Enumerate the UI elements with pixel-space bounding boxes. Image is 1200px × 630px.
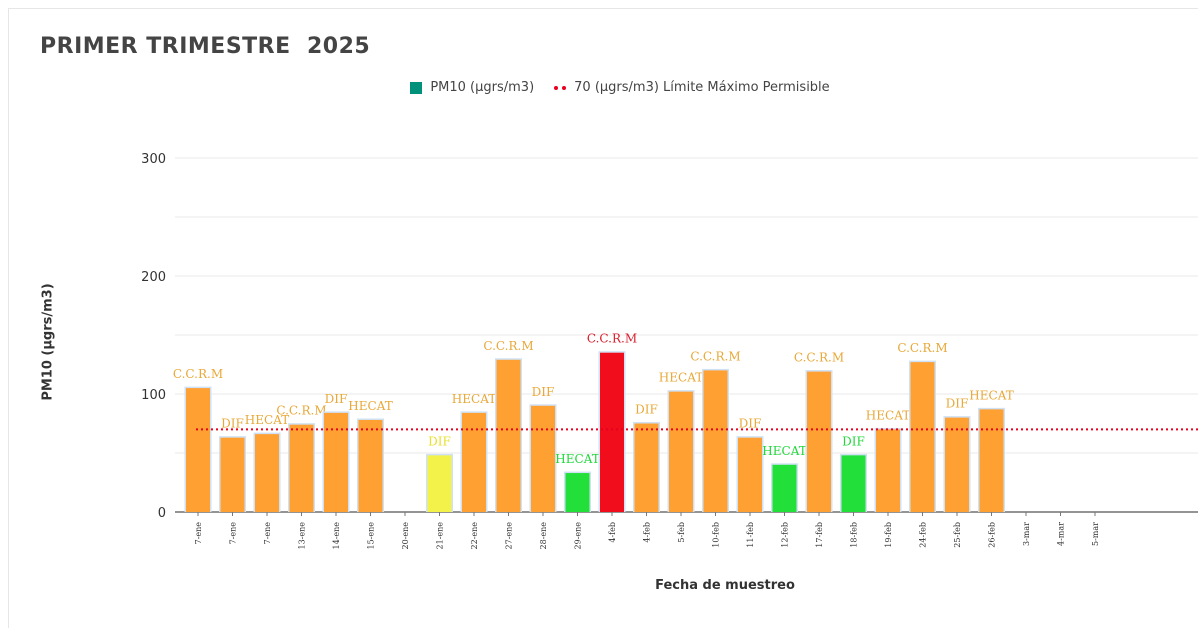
bar-station-label: DIF	[221, 417, 244, 431]
bar	[427, 455, 452, 512]
bar	[600, 352, 624, 512]
bar-station-label: HECAT	[452, 392, 496, 406]
x-axis-title: Fecha de muestreo	[655, 578, 795, 593]
bar	[738, 437, 762, 512]
bar	[186, 388, 210, 512]
y-tick-label: 300	[141, 152, 166, 167]
x-tick-label: 3-mar	[1022, 522, 1031, 546]
x-tick-label: 15-ene	[367, 522, 376, 550]
x-tick-label: 14-ene	[332, 522, 341, 550]
bar	[496, 359, 521, 512]
bar-station-label: HECAT	[245, 413, 289, 427]
x-tick-label: 4-feb	[643, 522, 652, 543]
bar-station-label: HECAT	[866, 408, 910, 422]
bar-station-label: HECAT	[969, 388, 1013, 402]
bar-station-label: HECAT	[659, 371, 703, 385]
bar-station-label: DIF	[946, 397, 969, 411]
x-tick-label: 7-ene	[229, 522, 238, 545]
bar	[220, 437, 245, 512]
legend-dots-limit	[554, 85, 567, 90]
bar-station-label: C.C.R.M	[587, 332, 637, 346]
x-tick-label: 29-ene	[574, 522, 583, 550]
x-tick-label: 18-feb	[850, 522, 859, 548]
x-tick-label: 13-ene	[298, 522, 307, 550]
bar	[358, 419, 383, 512]
x-tick-label: 4-mar	[1057, 522, 1066, 546]
bar-station-label: C.C.R.M	[794, 351, 844, 365]
legend-swatch-pm10	[410, 81, 423, 94]
chart-frame	[8, 8, 1198, 628]
x-tick-label: 21-ene	[436, 522, 445, 550]
legend-item-pm10[interactable]: PM10 (µgrs/m3)	[410, 80, 534, 95]
bar	[289, 424, 314, 512]
bar-station-label: C.C.R.M	[276, 404, 326, 418]
x-tick-label: 10-feb	[712, 522, 721, 548]
x-tick-label: 20-ene	[401, 522, 410, 550]
y-tick-label: 100	[141, 388, 166, 403]
bar	[841, 455, 866, 512]
bar-station-label: DIF	[325, 392, 348, 406]
x-tick-label: 5-feb	[677, 522, 686, 543]
bar-station-label: C.C.R.M	[690, 349, 740, 363]
x-tick-label: 4-feb	[608, 522, 617, 543]
x-tick-label: 26-feb	[988, 522, 997, 548]
bar	[772, 464, 797, 512]
bar-station-label: C.C.R.M	[173, 367, 223, 381]
x-tick-label: 25-feb	[953, 522, 962, 548]
legend-label-pm10: PM10 (µgrs/m3)	[430, 80, 535, 95]
bar	[703, 370, 728, 512]
bar-station-label: HECAT	[555, 452, 599, 466]
bar-station-label: C.C.R.M	[483, 339, 533, 353]
bar-station-label: DIF	[635, 403, 658, 417]
x-tick-label: 5-mar	[1091, 522, 1100, 546]
bar	[979, 409, 1004, 512]
bar	[531, 405, 555, 512]
x-tick-label: 28-ene	[539, 522, 548, 550]
x-tick-label: 27-ene	[505, 522, 514, 550]
x-tick-label: 7-ene	[263, 522, 272, 545]
bar	[462, 412, 486, 512]
bar	[255, 434, 279, 512]
bar	[565, 473, 590, 512]
legend-label-limit: 70 (µgrs/m3) Límite Máximo Permisible	[574, 80, 830, 95]
x-tick-label: 12-feb	[781, 522, 790, 548]
bar-station-label: C.C.R.M	[897, 341, 947, 355]
x-tick-label: 19-feb	[884, 522, 893, 548]
chart-legend: PM10 (µgrs/m3) 70 (µgrs/m3) Límite Máxim…	[0, 80, 1200, 95]
bar-station-label: DIF	[739, 417, 762, 431]
x-tick-label: 17-feb	[815, 522, 824, 548]
chart-title: PRIMER TRIMESTRE 2025	[40, 34, 371, 59]
bar	[807, 371, 831, 512]
bar-station-label: DIF	[842, 434, 865, 448]
legend-item-limit[interactable]: 70 (µgrs/m3) Límite Máximo Permisible	[554, 80, 830, 95]
bar	[945, 417, 969, 512]
x-tick-label: 22-ene	[470, 522, 479, 550]
bar-station-label: DIF	[532, 385, 555, 399]
y-tick-label: 0	[158, 506, 166, 521]
x-tick-label: 24-feb	[919, 522, 928, 548]
x-tick-label: 7-ene	[194, 522, 203, 545]
bar-station-label: HECAT	[762, 444, 806, 458]
bar-station-label: HECAT	[348, 399, 392, 413]
bar	[910, 362, 935, 512]
bar	[324, 412, 348, 512]
bar	[634, 423, 659, 512]
bar-station-label: DIF	[428, 434, 451, 448]
bar	[669, 391, 693, 512]
x-tick-label: 11-feb	[746, 522, 755, 548]
bar	[876, 429, 900, 512]
y-tick-label: 200	[141, 270, 166, 285]
